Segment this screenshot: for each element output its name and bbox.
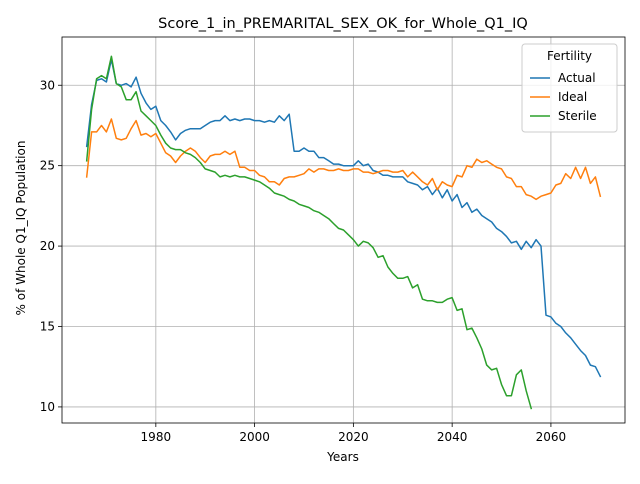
y-tick-label: 25 [40,159,55,173]
x-tick-label: 2020 [338,430,369,444]
series-line-ideal [85,118,602,201]
legend-entries: Actual Ideal Sterile [530,71,597,123]
legend-title: Fertility [547,49,592,63]
y-tick-label: 30 [40,78,55,92]
series-line-sterile [85,55,533,410]
legend: Fertility Actual Ideal Sterile [521,43,618,133]
y-tick-label: 15 [40,320,55,334]
series-line-actual [85,58,602,378]
legend-box [521,43,618,133]
x-tick-label: 1980 [141,430,172,444]
x-tick-label: 2060 [536,430,567,444]
legend-label-ideal: Ideal [558,90,587,104]
legend-label-actual: Actual [558,71,596,85]
x-tick-label: 2040 [437,430,468,444]
axis-ticks: 1980 2000 2020 2040 2060 10 15 20 25 30 [40,78,566,444]
plot-frame [61,36,626,424]
series-lines [85,55,602,410]
y-axis-label: % of Whole Q1_IQ Population [14,141,28,316]
x-tick-label: 2000 [239,430,270,444]
y-tick-label: 20 [40,239,55,253]
legend-label-sterile: Sterile [558,109,597,123]
chart-title: Score_1_in_PREMARITAL_SEX_OK_for_Whole_Q… [158,16,528,32]
y-tick-label: 10 [40,400,55,414]
x-axis-label: Years [326,450,359,464]
